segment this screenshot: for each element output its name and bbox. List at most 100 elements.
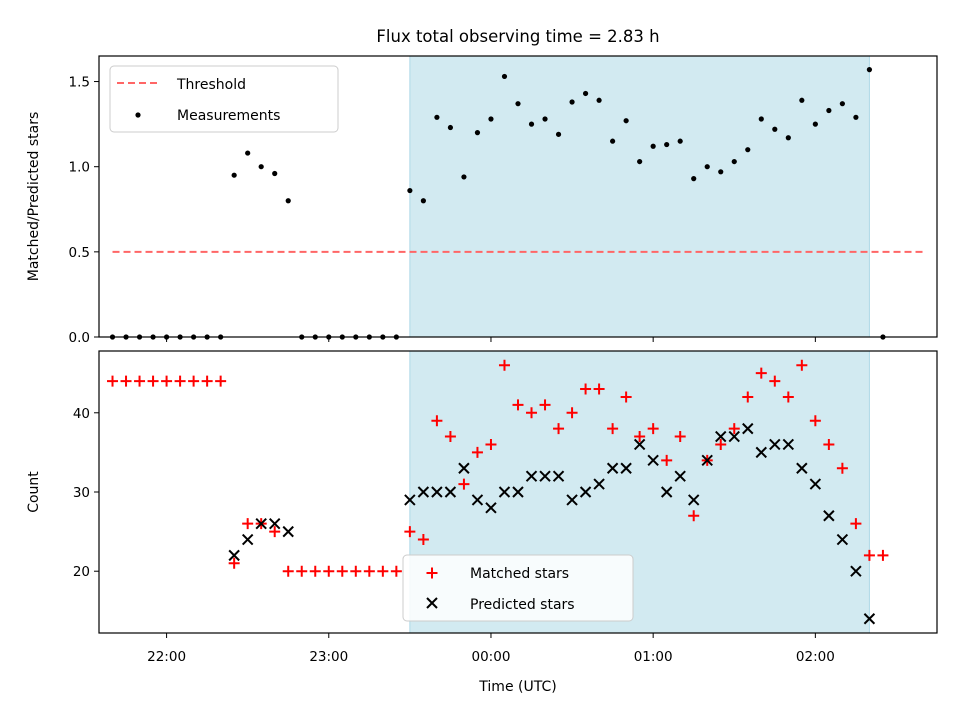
predicted-star-point bbox=[458, 462, 470, 474]
y-axis-title: Count bbox=[26, 471, 42, 513]
measurement-point bbox=[866, 67, 873, 73]
measurement-point bbox=[839, 101, 845, 107]
y-tick-label: 40 bbox=[73, 406, 90, 422]
bottom-panel: 20 30 40 22:00 23:00 00:00 01:00 02:00 Count Time… bbox=[26, 350, 938, 695]
matched-star-point bbox=[728, 423, 740, 435]
matched-star-point bbox=[134, 375, 146, 387]
measurement-point bbox=[691, 176, 697, 182]
x-tick-label: 22:00 bbox=[147, 649, 186, 665]
legend-box bbox=[109, 65, 339, 133]
legend-predicted-swatch bbox=[426, 597, 438, 609]
matched-star-point bbox=[634, 431, 646, 443]
matched-star-point bbox=[607, 423, 619, 435]
measurement-point bbox=[731, 158, 737, 165]
measurement-point bbox=[461, 174, 467, 180]
matched-star-point bbox=[269, 526, 281, 538]
measurement-point bbox=[610, 138, 616, 144]
predicted-star-point bbox=[566, 494, 578, 506]
predicted-star-point bbox=[241, 533, 254, 546]
legend-matched-label: Matched stars bbox=[470, 566, 569, 582]
matched-star-point bbox=[485, 438, 497, 450]
predicted-star-point bbox=[769, 438, 781, 451]
predicted-star-point bbox=[417, 486, 430, 498]
matched-star-point bbox=[580, 383, 592, 395]
measurement-point bbox=[285, 198, 291, 204]
measurement-point bbox=[501, 73, 508, 80]
measurement-point bbox=[853, 114, 859, 120]
predicted-star-point bbox=[282, 525, 294, 538]
matched-star-point bbox=[350, 565, 362, 577]
measurement-point bbox=[799, 97, 805, 103]
predicted-star-point bbox=[485, 502, 497, 514]
predicted-star-point bbox=[863, 613, 876, 625]
measurement-point bbox=[623, 118, 629, 124]
predicted-star-point bbox=[620, 462, 632, 474]
matched-star-point bbox=[174, 375, 186, 387]
measurement-point bbox=[555, 131, 562, 137]
predicted-star-point bbox=[539, 470, 551, 482]
y-tick-label: 0.5 bbox=[69, 245, 90, 261]
matched-star-point bbox=[526, 407, 538, 419]
predicted-star-point bbox=[404, 494, 416, 506]
measurement-point bbox=[772, 126, 778, 132]
matched-star-point bbox=[863, 549, 875, 561]
measurement-point bbox=[812, 121, 818, 127]
predicted-star-point bbox=[850, 565, 862, 577]
matched-star-point bbox=[836, 462, 848, 474]
matched-star-point bbox=[282, 565, 294, 577]
matched-star-point bbox=[444, 431, 456, 443]
matched-star-point bbox=[877, 549, 889, 561]
matched-star-point bbox=[363, 565, 375, 577]
matched-star-point bbox=[566, 407, 578, 419]
matched-star-point bbox=[620, 391, 632, 403]
measurement-point bbox=[474, 130, 481, 136]
shaded-observing-window bbox=[409, 55, 870, 338]
predicted-star-point bbox=[728, 430, 740, 443]
x-tick-label: 23:00 bbox=[309, 649, 348, 665]
matched-star-point bbox=[688, 510, 700, 522]
legend-measurement-swatch bbox=[135, 112, 141, 118]
measurement-point bbox=[528, 121, 535, 127]
matched-star-point bbox=[377, 565, 389, 577]
measurement-point bbox=[785, 135, 791, 141]
measurement-point bbox=[650, 143, 656, 149]
matched-star-point bbox=[661, 454, 673, 466]
measurement-point bbox=[718, 169, 724, 175]
measurement-point bbox=[434, 114, 440, 120]
matched-star-point bbox=[242, 518, 254, 530]
matched-star-point bbox=[147, 375, 159, 387]
predicted-star-point bbox=[688, 494, 700, 506]
matched-star-point bbox=[553, 423, 565, 435]
matched-star-point bbox=[431, 415, 443, 427]
top-panel: 0.0 0.5 1.0 1.5 Matched/Predicted stars Thres… bbox=[26, 55, 938, 346]
predicted-star-point bbox=[796, 462, 808, 474]
measurement-point bbox=[407, 187, 413, 194]
matched-star-point bbox=[228, 557, 240, 569]
predicted-star-point bbox=[579, 486, 592, 498]
measurement-point bbox=[664, 141, 670, 148]
predicted-star-point bbox=[269, 517, 281, 530]
predicted-star-point bbox=[715, 430, 727, 443]
predicted-star-point bbox=[809, 478, 822, 490]
legend-predicted-label: Predicted stars bbox=[470, 597, 575, 613]
predicted-star-point bbox=[660, 486, 673, 498]
matched-star-point bbox=[471, 446, 483, 458]
measurement-point bbox=[582, 90, 589, 97]
measurement-point bbox=[231, 172, 237, 178]
measurement-point bbox=[245, 150, 251, 156]
measurement-point bbox=[488, 116, 494, 122]
x-tick-label: 02:00 bbox=[796, 649, 835, 665]
predicted-star-point bbox=[525, 470, 538, 482]
predicted-star-point bbox=[431, 486, 443, 498]
measurement-point bbox=[745, 147, 751, 153]
matched-star-point bbox=[647, 423, 659, 435]
matched-star-point bbox=[539, 399, 551, 411]
predicted-star-point bbox=[647, 454, 659, 467]
predicted-star-point bbox=[742, 422, 754, 435]
x-tick-label: 00:00 bbox=[472, 649, 511, 665]
y-tick-label: 20 bbox=[73, 564, 90, 580]
matched-star-point bbox=[323, 565, 335, 577]
matched-star-point bbox=[796, 359, 808, 371]
matched-star-point bbox=[593, 383, 605, 395]
